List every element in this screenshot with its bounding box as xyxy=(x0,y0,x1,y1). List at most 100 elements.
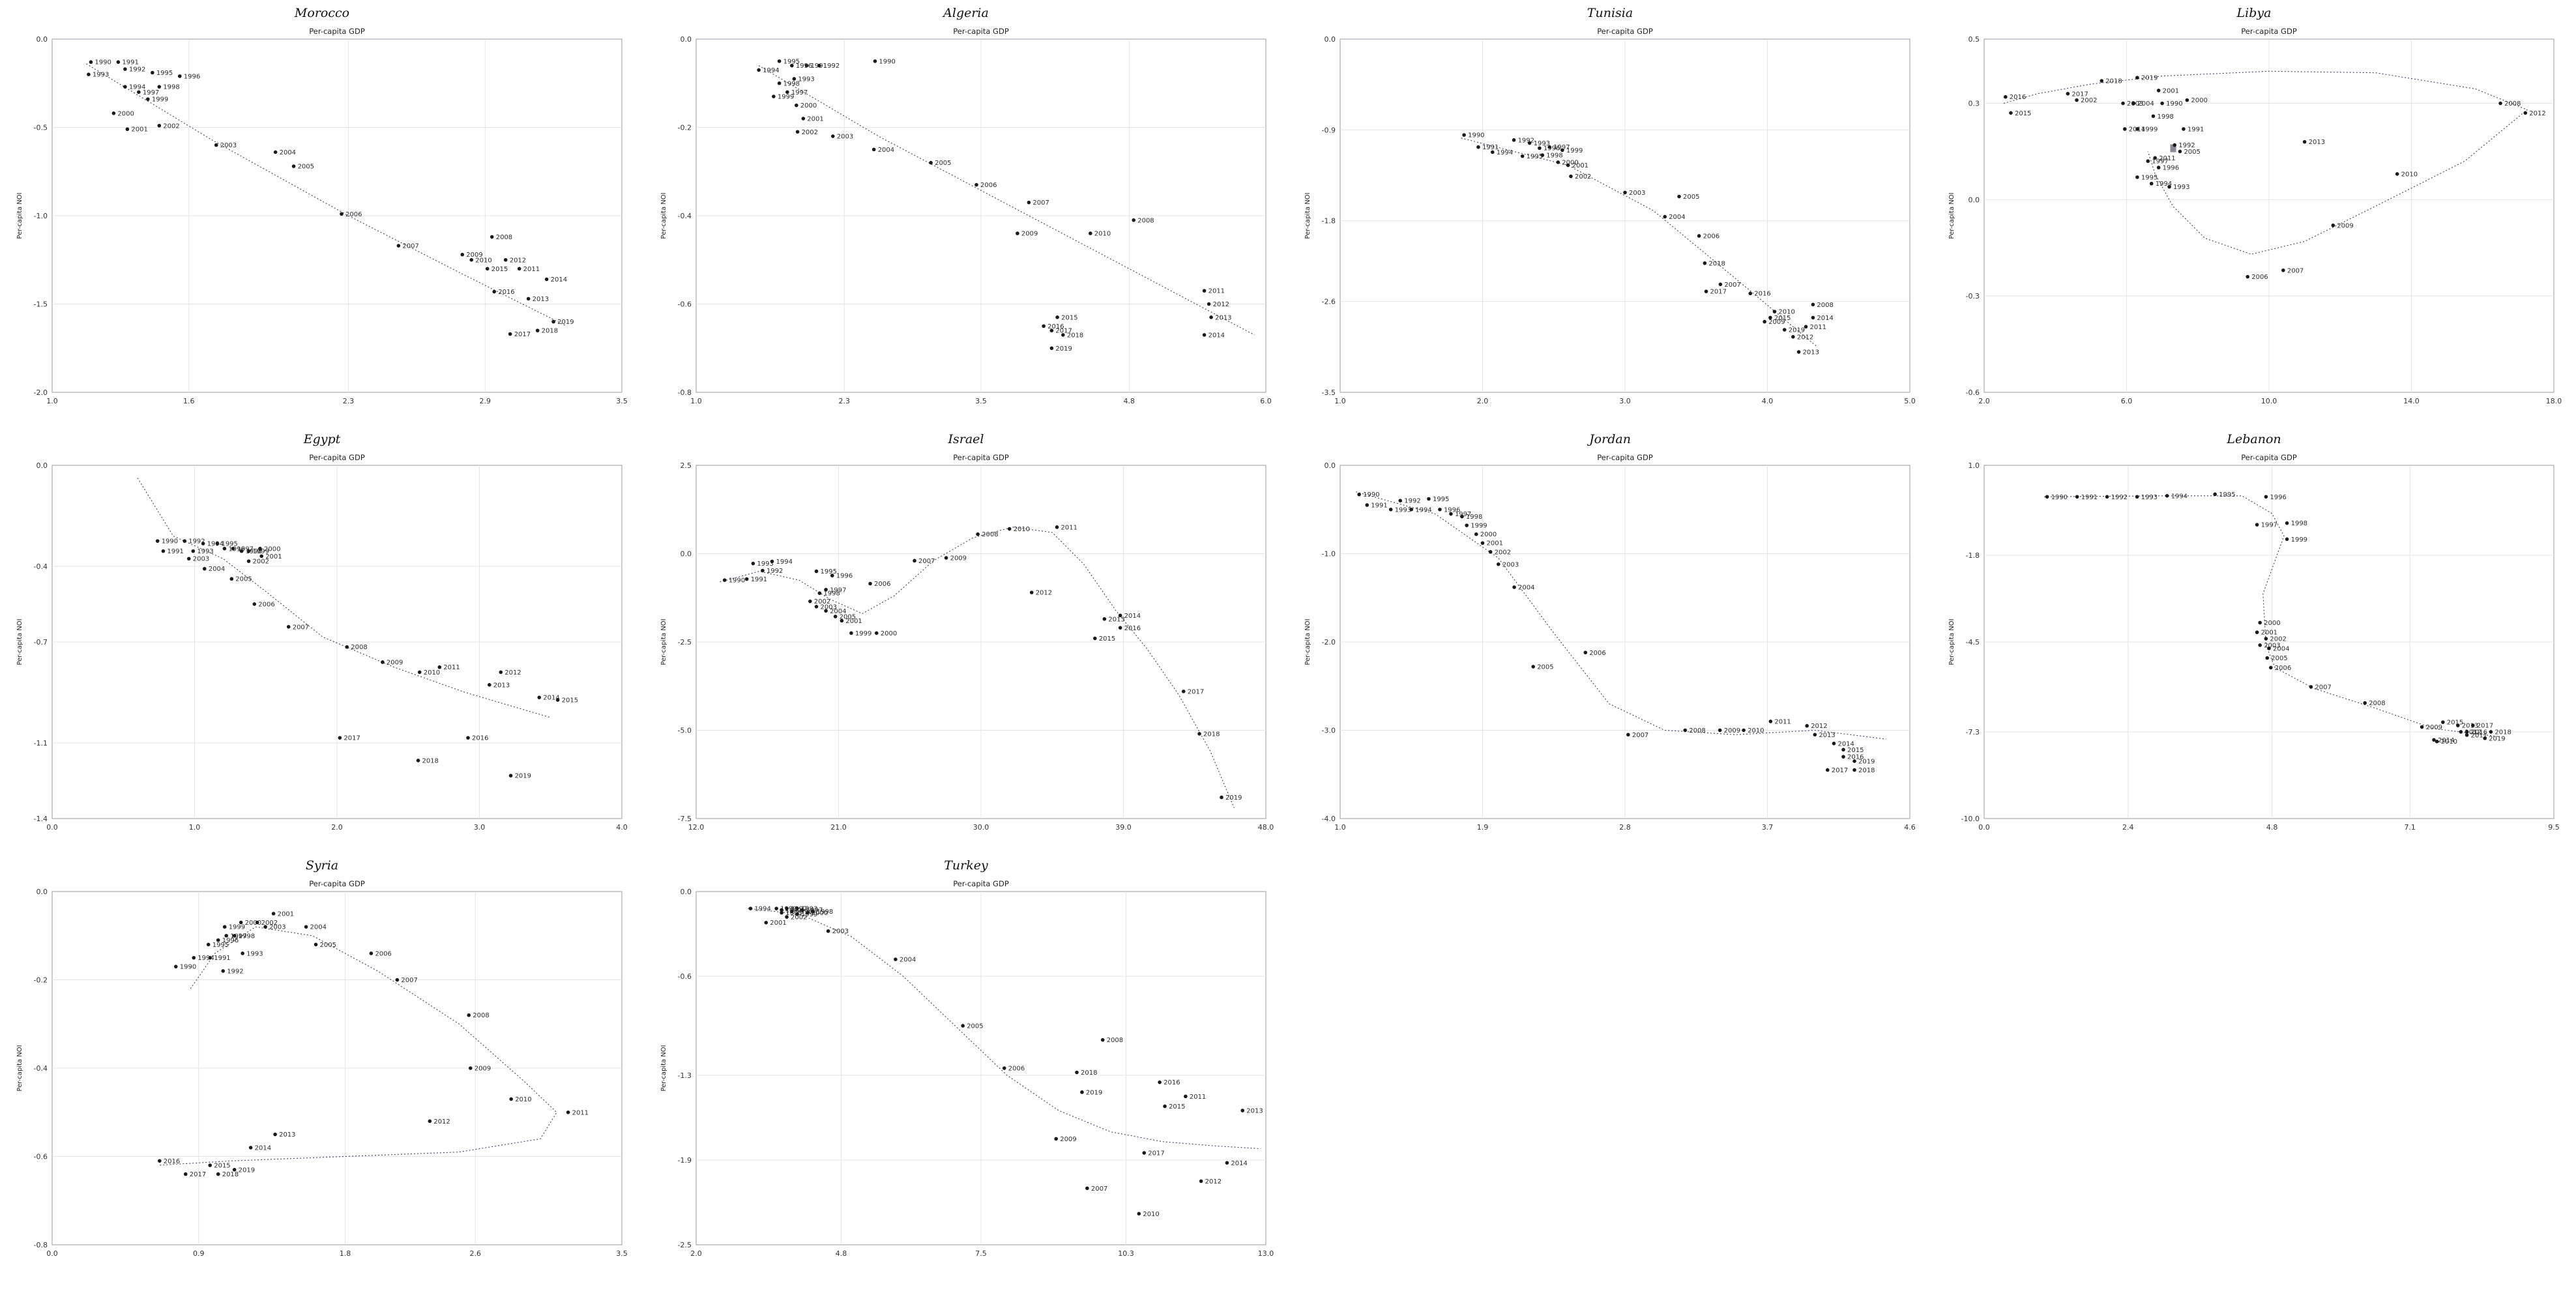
data-point xyxy=(1016,231,1019,235)
x-tick-label: 7.1 xyxy=(2404,823,2416,832)
y-axis-title: Per-capita NOI xyxy=(16,618,23,665)
year-label: 1998 xyxy=(163,84,179,91)
year-label: 1997 xyxy=(1553,144,1570,151)
year-label: 2004 xyxy=(2137,100,2154,108)
chart-title: Lebanon xyxy=(2227,432,2281,446)
year-label: 1997 xyxy=(230,933,246,940)
data-point xyxy=(1791,335,1795,339)
trend-line xyxy=(748,908,1261,1150)
x-tick-label: 5.0 xyxy=(1904,397,1916,405)
data-point xyxy=(2066,91,2070,96)
y-tick-label: 0.0 xyxy=(1325,35,1336,44)
y-tick-label: -1.1 xyxy=(34,739,48,748)
year-label: 2018 xyxy=(2105,78,2122,85)
year-label: 1995 xyxy=(821,568,837,575)
year-label: 2004 xyxy=(2273,645,2289,652)
year-label: 1995 xyxy=(1527,153,1543,160)
year-label: 2003 xyxy=(1629,190,1645,197)
y-tick-label: 0.0 xyxy=(1325,461,1336,470)
trend-line xyxy=(1356,491,1886,740)
x-tick-label: 21.0 xyxy=(830,823,847,832)
year-label: 1992 xyxy=(227,968,243,975)
year-label: 2012 xyxy=(1797,334,1813,341)
year-label: 1993 xyxy=(757,560,773,568)
year-label: 2014 xyxy=(2438,737,2454,744)
data-point xyxy=(555,698,560,702)
x-tick-label: 4.8 xyxy=(1123,397,1135,405)
y-tick-label: -0.9 xyxy=(1322,126,1336,134)
data-point xyxy=(2185,98,2189,102)
year-label: 2013 xyxy=(1803,349,1819,356)
year-label: 1993 xyxy=(93,72,109,79)
x-tick-label: 2.3 xyxy=(838,397,850,405)
data-point xyxy=(2465,733,2469,737)
x-tick-label: 13.0 xyxy=(1258,1249,1274,1258)
x-axis-title: Per-capita GDP xyxy=(953,879,1009,888)
data-point xyxy=(416,759,420,763)
data-point xyxy=(804,63,809,68)
data-point xyxy=(840,618,844,623)
year-label: 2006 xyxy=(1703,233,1720,240)
year-label: 2006 xyxy=(2275,665,2291,672)
data-point xyxy=(2121,101,2125,106)
data-point xyxy=(1142,1151,1147,1155)
year-label: 2006 xyxy=(258,601,274,608)
data-point xyxy=(1029,590,1034,594)
data-point xyxy=(2167,184,2171,189)
y-tick-label: -10.0 xyxy=(1961,815,1980,823)
data-point xyxy=(1583,650,1588,655)
year-label: 1996 xyxy=(222,937,239,944)
year-label: 2011 xyxy=(2471,732,2487,739)
data-point xyxy=(428,1119,432,1124)
year-label: 2018 xyxy=(422,757,439,764)
y-tick-label: -7.3 xyxy=(1966,728,1980,736)
data-point xyxy=(1813,733,1817,737)
x-tick-label: 30.0 xyxy=(973,823,989,832)
year-label: 2015 xyxy=(1169,1103,1185,1111)
data-point xyxy=(2395,172,2399,176)
year-label: 1998 xyxy=(1466,514,1482,521)
y-tick-label: 0.0 xyxy=(681,550,692,559)
year-label: 2019 xyxy=(1789,327,1805,334)
data-point xyxy=(466,736,470,740)
year-label: 2018 xyxy=(542,328,558,335)
year-label: 2014 xyxy=(1124,613,1141,620)
x-axis-title: Per-capita GDP xyxy=(1597,27,1653,36)
year-label: 2000 xyxy=(881,630,897,637)
year-label: 2017 xyxy=(1832,767,1848,774)
year-label: 2004 xyxy=(830,608,846,615)
year-label: 2012 xyxy=(510,257,526,264)
year-label: 2000 xyxy=(117,110,134,117)
data-point xyxy=(777,81,782,85)
year-label: 1992 xyxy=(767,568,783,575)
data-point xyxy=(1805,723,1809,728)
year-label: 2000 xyxy=(800,102,817,109)
year-label: 1993 xyxy=(798,76,814,83)
x-tick-label: 3.5 xyxy=(616,397,628,405)
data-point xyxy=(748,907,753,910)
x-tick-label: 3.7 xyxy=(1762,823,1774,832)
data-point xyxy=(551,319,555,324)
y-tick-label: -1.0 xyxy=(34,212,48,220)
y-tick-label: -1.4 xyxy=(34,815,48,823)
year-label: 2009 xyxy=(387,659,403,666)
year-label: 1998 xyxy=(2157,113,2173,121)
year-label: 2018 xyxy=(2495,729,2511,736)
year-label: 2004 xyxy=(209,566,225,573)
year-label: 2001 xyxy=(845,618,862,625)
year-label: 2015 xyxy=(214,1163,230,1170)
year-label: 2015 xyxy=(1061,314,1077,321)
data-point xyxy=(1852,759,1856,763)
year-label: 1994 xyxy=(763,67,779,74)
year-label: 2006 xyxy=(1008,1066,1025,1073)
data-point xyxy=(1137,1212,1141,1216)
year-label: 1991 xyxy=(2188,126,2204,133)
year-label: 2013 xyxy=(1108,616,1124,623)
x-tick-label: 10.3 xyxy=(1118,1249,1134,1258)
data-point xyxy=(1365,503,1369,507)
year-label: 2002 xyxy=(253,559,269,566)
data-point xyxy=(231,546,235,551)
year-label: 1992 xyxy=(1404,498,1420,505)
data-point xyxy=(537,695,542,699)
year-label: 2011 xyxy=(523,266,540,273)
